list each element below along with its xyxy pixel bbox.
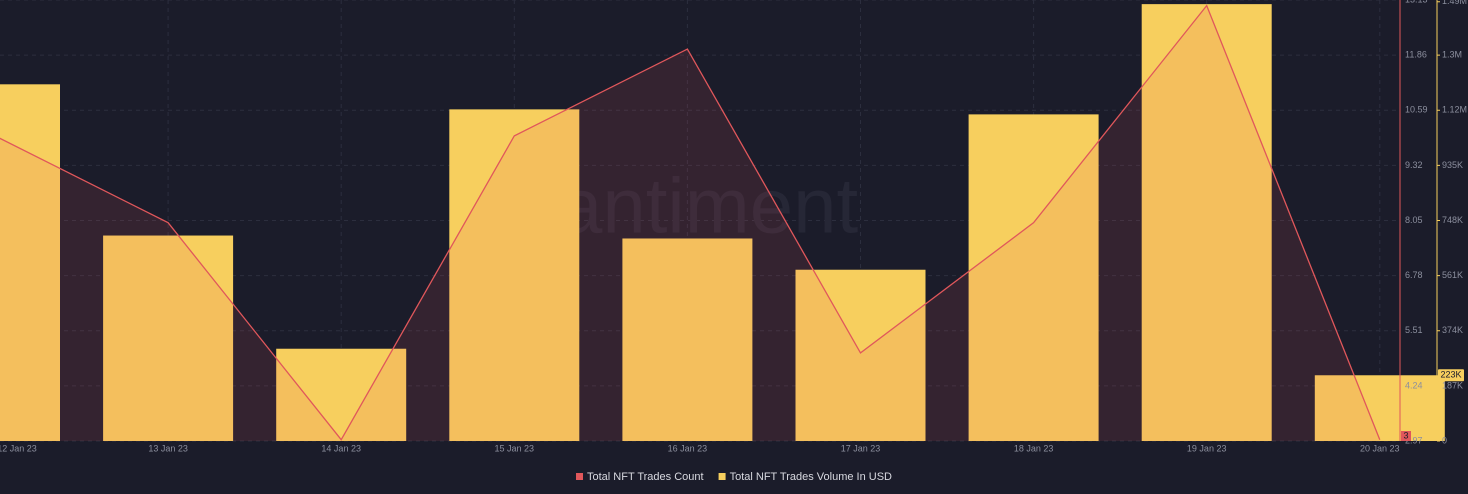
value-label: 3 (1403, 430, 1408, 440)
x-tick-label: 13 Jan 23 (148, 443, 188, 453)
y2-tick-label: 748K (1442, 215, 1463, 225)
value-label: 223K (1440, 370, 1461, 380)
y-tick-label: 11.86 (1405, 50, 1427, 60)
y2-tick-label: 561K (1442, 270, 1463, 280)
x-tick-label: 20 Jan 23 (1360, 443, 1400, 453)
x-tick-label: 19 Jan 23 (1187, 443, 1227, 453)
legend-text: Total NFT Trades Count (587, 471, 704, 483)
y2-tick-label: 1.12M (1442, 105, 1467, 115)
y-tick-label: 8.05 (1405, 215, 1423, 225)
y-tick-label: 13.13 (1405, 0, 1428, 4)
bar (1141, 4, 1272, 441)
bar (795, 269, 926, 441)
y2-tick-label: 935K (1442, 160, 1463, 170)
y2-tick-label: 1.49M (1442, 0, 1467, 6)
y-tick-label: 6.78 (1405, 270, 1423, 280)
bar (103, 235, 234, 441)
x-tick-label: 14 Jan 23 (321, 443, 361, 453)
bar (449, 109, 580, 442)
legend-swatch[interactable] (718, 473, 726, 480)
x-tick-label: 16 Jan 23 (668, 443, 708, 453)
y-tick-label: 2.97 (1405, 435, 1423, 445)
x-tick-label: 15 Jan 23 (495, 443, 535, 453)
y2-tick-label: 0 (1442, 435, 1447, 445)
y2-tick-label: 1.3M (1442, 50, 1462, 60)
value-badge (1401, 431, 1411, 441)
x-tick-label: 18 Jan 23 (1014, 443, 1054, 453)
y2-tick-label: 187K (1442, 380, 1463, 390)
value-badge (1438, 369, 1464, 382)
x-tick-label: 12 Jan 23 (0, 443, 37, 453)
x-tick-label: 17 Jan 23 (841, 443, 881, 453)
bar (622, 238, 753, 441)
y-tick-label: 9.32 (1405, 160, 1423, 170)
line-area (0, 5, 1380, 441)
y2-tick-label: 374K (1442, 325, 1463, 335)
y-tick-label: 10.59 (1405, 105, 1428, 115)
legend-swatch[interactable] (576, 473, 583, 480)
legend-text: Total NFT Trades Volume In USD (730, 471, 892, 483)
y-tick-label: 4.24 (1405, 380, 1423, 390)
line (0, 4, 1381, 441)
bar (1314, 375, 1445, 441)
y-tick-label: 5.51 (1405, 325, 1423, 335)
